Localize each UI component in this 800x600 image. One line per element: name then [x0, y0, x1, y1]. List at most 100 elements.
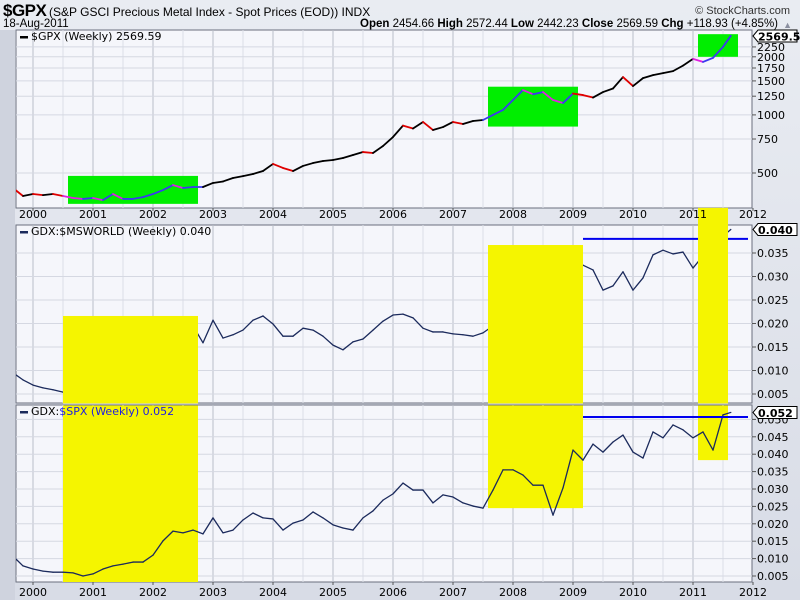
series-segment	[672, 251, 684, 255]
series-segment	[552, 487, 564, 516]
x-tick-label: 2011	[679, 208, 707, 221]
series-segment	[382, 136, 394, 147]
series-segment	[92, 568, 104, 575]
series-segment	[522, 89, 534, 96]
series-segment	[392, 482, 404, 495]
series-segment	[42, 570, 54, 573]
close-value: 2569.59	[616, 18, 659, 30]
y-tick-label: 0.015	[757, 535, 789, 548]
series-segment	[152, 540, 164, 556]
series-segment	[602, 285, 614, 291]
x-tick-label: 2012	[739, 208, 767, 221]
series-segment	[512, 469, 524, 476]
series-segment	[302, 162, 314, 167]
series-segment	[432, 494, 444, 504]
series-segment	[642, 74, 654, 80]
series-segment	[102, 565, 114, 570]
series-segment	[342, 154, 354, 159]
series-segment	[332, 524, 344, 529]
series-segment	[282, 522, 294, 531]
description-text: (S&P GSCI Precious Metal Index - Spot Pr…	[49, 5, 339, 19]
series-segment	[22, 193, 34, 197]
series-segment	[342, 527, 354, 531]
x-tick-label: 2010	[619, 208, 647, 221]
x-tick-label: 2002	[139, 208, 167, 221]
series-segment	[102, 193, 114, 201]
y-tick-label: 1750	[757, 62, 785, 75]
x-tick-label: 2001	[79, 208, 107, 221]
series-segment	[16, 374, 24, 381]
y-tick-label: 0.015	[757, 341, 789, 354]
series-segment	[442, 494, 454, 498]
x-tick-label: 2012	[739, 586, 767, 599]
series-segment	[422, 121, 434, 131]
y-tick-label: 0.035	[757, 247, 789, 260]
series-segment	[272, 518, 284, 531]
series-segment	[232, 175, 244, 179]
up-triangle-icon: ▲	[783, 20, 792, 30]
series-segment	[562, 449, 574, 489]
series-segment	[562, 92, 574, 104]
x-tick-label: 2000	[19, 208, 47, 221]
series-segment	[712, 46, 724, 59]
series-segment	[332, 157, 344, 161]
series-segment	[82, 573, 94, 577]
x-tick-label: 2003	[199, 586, 227, 599]
series-segment	[352, 517, 364, 531]
series-segment	[242, 173, 254, 177]
y-tick-label: 0.035	[757, 466, 789, 479]
copyright[interactable]: © StockCharts.com	[695, 5, 790, 17]
series-segment	[372, 320, 384, 331]
series-segment	[462, 120, 474, 125]
series-segment	[702, 56, 714, 63]
series-segment	[362, 151, 374, 154]
series-segment	[42, 387, 54, 391]
open-label: Open	[360, 18, 390, 30]
series-segment	[292, 519, 304, 524]
series-segment	[202, 182, 214, 188]
series-segment	[642, 254, 654, 279]
x-tick-label: 2003	[199, 208, 227, 221]
series-segment	[522, 474, 534, 486]
series-segment	[722, 411, 732, 416]
y-tick-label: 0.020	[757, 518, 789, 531]
series-segment	[312, 160, 324, 164]
series-segment	[712, 414, 724, 451]
series-segment	[62, 571, 74, 574]
series-segment	[52, 193, 64, 197]
series-segment	[262, 517, 274, 520]
change-label: Chg	[661, 18, 684, 30]
series-segment	[642, 431, 654, 459]
y-tick-label: 2250	[757, 41, 785, 54]
series-segment	[322, 159, 334, 162]
series-segment	[362, 510, 374, 519]
highlight-box-yellow	[488, 245, 583, 404]
close-label: Close	[581, 18, 614, 30]
series-segment	[572, 449, 584, 461]
y-tick-label: 0.040	[757, 448, 789, 461]
y-tick-label: 0.045	[757, 431, 789, 444]
series-segment	[692, 431, 704, 439]
series-segment	[92, 197, 104, 201]
series-segment	[252, 315, 264, 321]
series-segment	[612, 271, 624, 287]
series-segment	[312, 329, 324, 337]
series-segment	[622, 434, 634, 453]
series-segment	[542, 484, 554, 516]
series-segment	[692, 58, 704, 63]
legend-swatch	[20, 36, 28, 39]
series-segment	[362, 329, 374, 340]
series-segment	[662, 424, 674, 439]
series-segment	[482, 114, 494, 121]
highlight-box-yellow	[63, 405, 198, 582]
series-segment	[72, 197, 84, 200]
series-segment	[142, 554, 154, 563]
series-segment	[212, 180, 224, 184]
series-segment	[182, 529, 194, 534]
series-segment	[22, 379, 34, 386]
highlight-box-yellow	[63, 315, 198, 404]
highlight-box-green	[488, 86, 578, 127]
high-value: 2572.44	[466, 18, 508, 30]
legend-label: GDX:$MSWORLD (Weekly) 0.040	[31, 225, 211, 238]
series-segment	[352, 151, 364, 156]
